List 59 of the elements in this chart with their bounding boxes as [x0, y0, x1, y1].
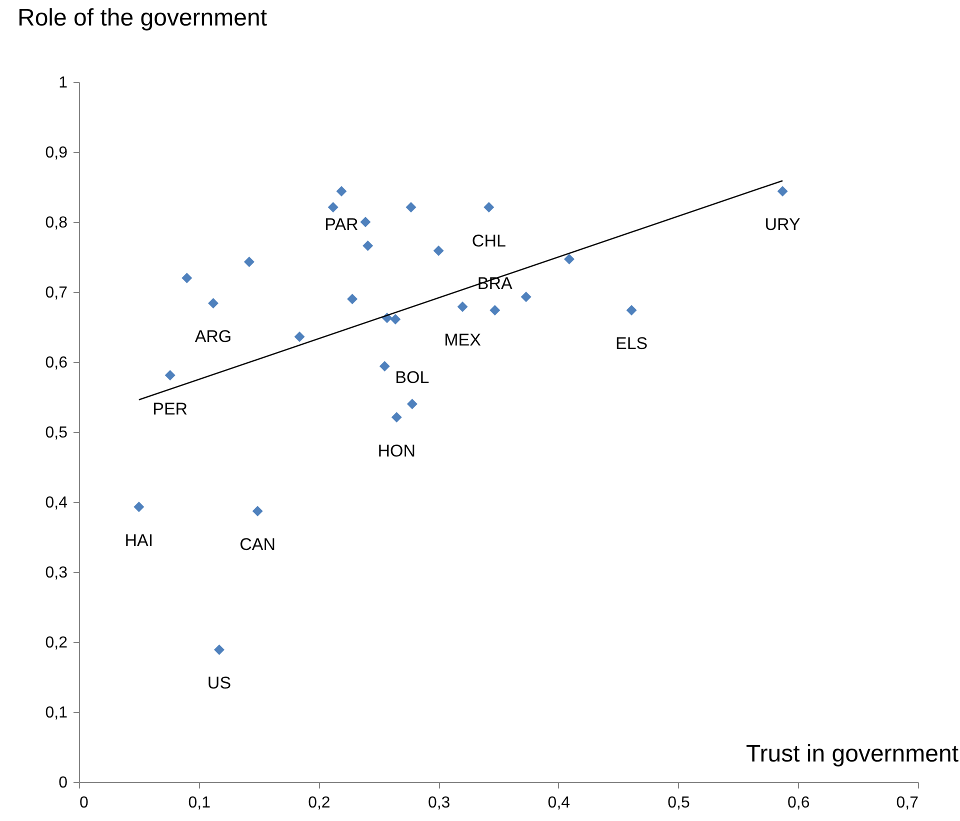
x-tick-label: 0,2	[308, 794, 330, 812]
annotation: ELS	[615, 334, 648, 354]
x-tick-label: 0	[80, 794, 88, 812]
point	[391, 412, 402, 423]
x-tick-label: 0,4	[548, 794, 570, 812]
annotation: PAR	[324, 215, 358, 234]
y-tick-label: 0,3	[45, 564, 68, 582]
point	[406, 398, 418, 410]
point	[626, 304, 637, 316]
x-tick-label: 0,7	[896, 794, 919, 812]
point	[484, 202, 494, 213]
point	[347, 294, 358, 304]
y-tick-label: 0,7	[45, 284, 68, 302]
point	[208, 298, 218, 308]
point	[182, 272, 192, 284]
x-tick-label: 0,1	[188, 794, 211, 812]
y-tick-label: 0,9	[45, 144, 68, 162]
annotation: CAN	[240, 535, 276, 554]
annotation: HON	[378, 441, 416, 460]
point	[244, 256, 254, 268]
y-tick-label: 1	[58, 74, 68, 92]
y-axis-title: Role of the government	[18, 4, 268, 32]
y-tick-label: 0,2	[45, 634, 68, 652]
annotation: US	[207, 674, 232, 693]
x-axis-title: Trust in government	[746, 740, 959, 768]
point	[406, 202, 416, 213]
x-tick-label: 0,3	[428, 794, 450, 812]
x-tick-label: 0,6	[788, 794, 810, 812]
point	[433, 245, 444, 256]
annotation: CHL	[472, 231, 506, 250]
annotation: MEX	[444, 330, 481, 350]
annotation: BOL	[395, 368, 430, 387]
point	[457, 301, 468, 312]
point	[362, 240, 374, 252]
y-tick-label: 0,4	[45, 494, 68, 512]
point	[360, 216, 371, 228]
point	[164, 370, 176, 381]
point	[252, 506, 263, 516]
x-tick-label: 0,5	[668, 794, 690, 812]
point	[777, 186, 788, 196]
point	[390, 314, 401, 325]
annotation: PER	[152, 399, 188, 418]
y-tick-label: 0,5	[45, 424, 68, 442]
annotation: HAI	[124, 530, 154, 550]
point	[336, 186, 347, 196]
y-tick-label: 0,6	[45, 354, 68, 372]
y-tick-label: 0,8	[45, 214, 68, 232]
y-tick-label: 0,1	[45, 704, 68, 722]
point	[134, 502, 144, 512]
point	[564, 254, 574, 264]
y-tick-label: 0	[58, 774, 68, 792]
point	[214, 644, 224, 655]
point	[379, 360, 390, 372]
annotation: URY	[764, 215, 800, 234]
point	[490, 304, 500, 316]
point	[294, 332, 305, 342]
point	[520, 292, 532, 302]
annotation: ARG	[194, 327, 232, 346]
point	[328, 202, 338, 213]
